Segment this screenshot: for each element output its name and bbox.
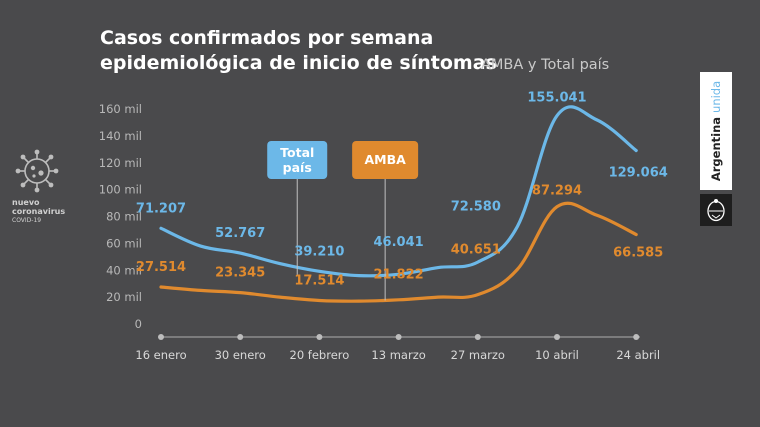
total-data-label: 52.767 — [215, 226, 265, 241]
amba-data-label: 23.345 — [215, 266, 265, 281]
amba-line — [159, 201, 638, 303]
x-tick-dot — [633, 334, 640, 340]
total-pais-line — [159, 105, 638, 278]
y-tick-label: 80 mil — [106, 210, 142, 224]
x-tick-dot — [158, 334, 164, 340]
x-tick-label: 24 abril — [616, 348, 660, 362]
brand-panel — [700, 72, 732, 190]
x-tick-dot — [395, 334, 402, 340]
total-legend-label-line1: Total — [280, 145, 314, 160]
amba-legend-label: AMBA — [364, 152, 406, 167]
amba-data-label: 87.294 — [532, 184, 582, 199]
y-tick-label: 160 mil — [99, 102, 142, 116]
y-tick-label: 20 mil — [106, 290, 142, 304]
total-data-label: 46.041 — [374, 235, 424, 250]
x-tick-dot — [554, 334, 560, 340]
amba-data-label: 40.651 — [451, 242, 501, 257]
total-data-label: 129.064 — [609, 166, 668, 181]
coronavirus-logo-text: nuevo coronavirus COVID-19 — [12, 198, 65, 225]
y-tick-label: 0 — [135, 317, 142, 331]
virus-icon — [15, 149, 59, 193]
amba-data-label: 27.514 — [136, 260, 186, 275]
x-tick-label: 10 abril — [535, 348, 579, 362]
chart-title-line2: epidemiológica de inicio de síntomas — [100, 52, 497, 74]
chart-subtitle: AMBA y Total país — [481, 57, 610, 73]
total-data-label: 71.207 — [136, 201, 186, 216]
y-tick-label: 40 mil — [106, 263, 142, 277]
total-data-label: 72.580 — [451, 199, 501, 214]
y-tick-label: 60 mil — [106, 236, 142, 250]
x-tick-dot — [316, 334, 323, 340]
logo-line3: COVID-19 — [12, 217, 42, 224]
logo-line1: nuevo — [12, 198, 40, 207]
chart-title-line1: Casos confirmados por semana — [100, 27, 434, 49]
x-tick-label: 30 enero — [215, 348, 266, 362]
amba-data-label: 21.822 — [374, 268, 424, 283]
x-tick-label: 13 marzo — [371, 348, 425, 362]
x-tick-label: 16 enero — [135, 348, 186, 362]
total-legend-label-line2: país — [283, 160, 312, 175]
total-legend-box — [267, 141, 328, 179]
x-tick-label: 20 febrero — [290, 348, 350, 362]
amba-legend-box — [352, 141, 419, 179]
y-tick-label: 140 mil — [99, 129, 142, 143]
y-tick-label: 120 mil — [99, 156, 142, 170]
x-tick-dot — [474, 334, 481, 340]
x-tick-label: 27 marzo — [451, 348, 505, 362]
amba-data-label: 17.514 — [294, 273, 344, 288]
total-data-label: 155.041 — [527, 91, 586, 106]
amba-data-label: 66.585 — [613, 246, 663, 261]
logo-line2: coronavirus — [12, 207, 66, 216]
total-data-label: 39.210 — [294, 244, 344, 259]
x-tick-dot — [237, 334, 244, 340]
chart-title: Casos confirmados por semana epidemiológ… — [100, 26, 497, 76]
y-tick-label: 100 mil — [99, 183, 142, 197]
national-seal-icon — [700, 194, 732, 226]
